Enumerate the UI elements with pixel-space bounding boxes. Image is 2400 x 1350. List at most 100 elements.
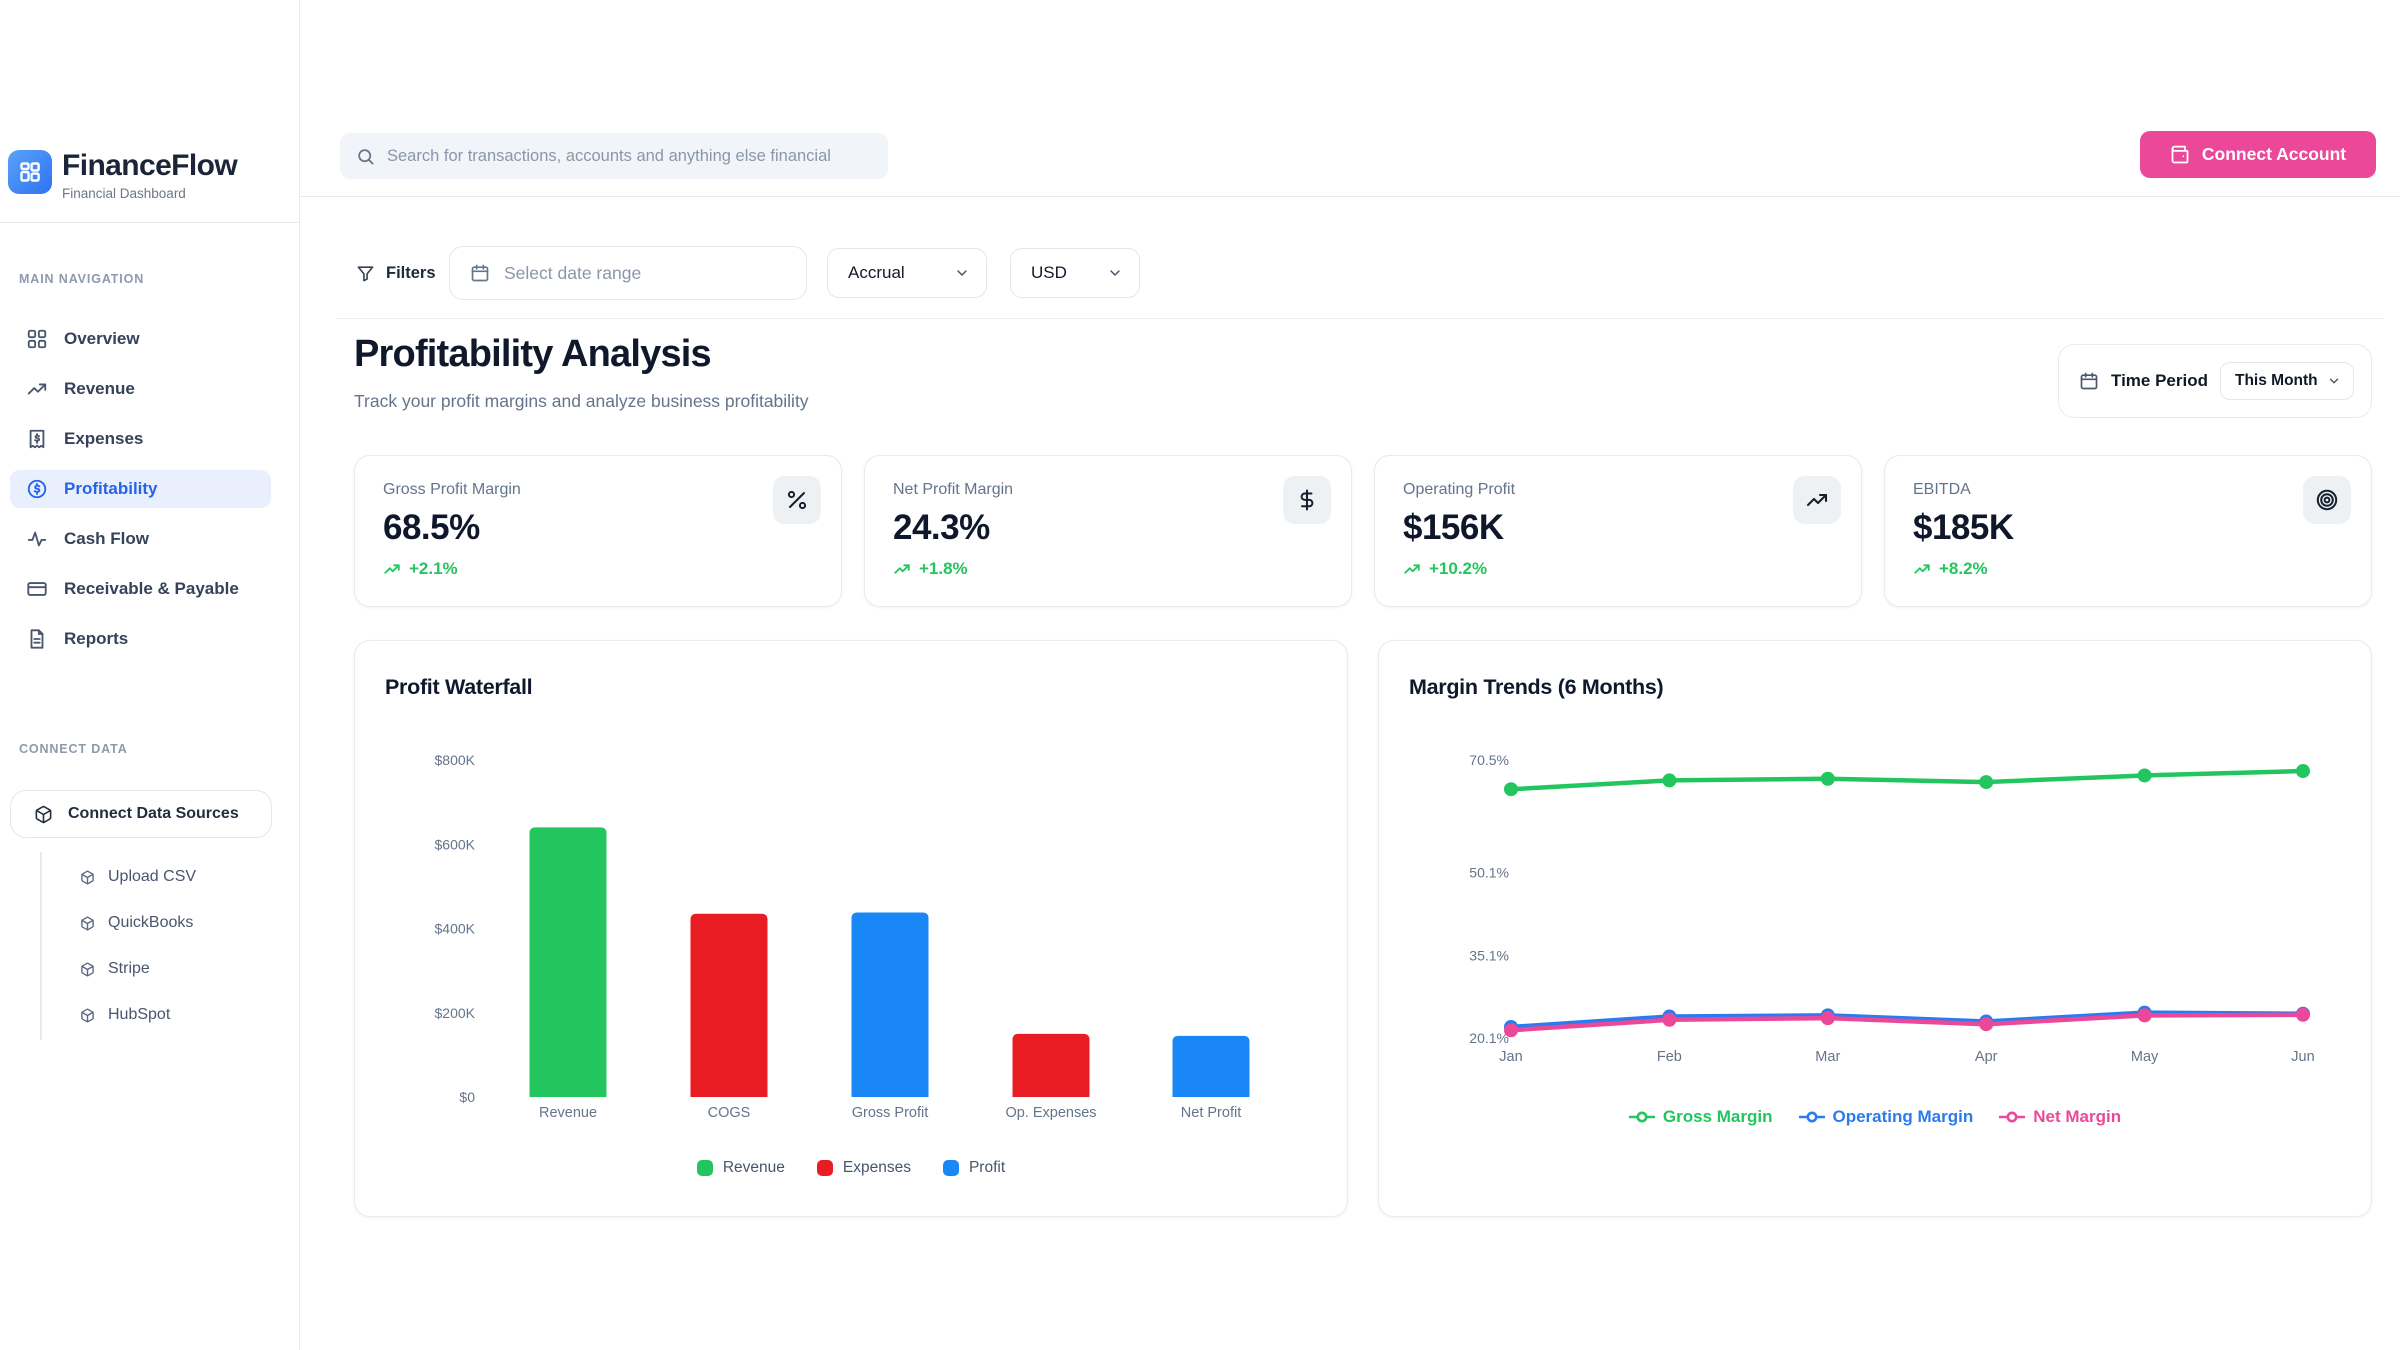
kpi-delta: +1.8% [893, 559, 1323, 579]
percent-icon [773, 476, 821, 524]
line-dot-icon [1798, 1111, 1825, 1123]
legend-item: Operating Margin [1798, 1107, 1974, 1127]
legend-item: Expenses [816, 1159, 911, 1177]
sidebar-item-revenue[interactable]: Revenue [10, 370, 271, 408]
margin-trends-legend: Gross Margin Operating Margin Net Margin [1379, 1107, 2371, 1127]
bar-gross-profit [851, 912, 929, 1097]
time-period-label: Time Period [2111, 371, 2208, 390]
kpi-delta-value: +1.8% [919, 559, 968, 578]
svg-text:$200K: $200K [435, 1005, 476, 1021]
connect-account-button[interactable]: Connect Account [2140, 131, 2376, 178]
cube-icon [80, 870, 95, 885]
svg-text:Apr: Apr [1975, 1049, 1998, 1065]
sidebar-item-label: Revenue [64, 379, 135, 398]
sidebar-item-cash-flow[interactable]: Cash Flow [10, 520, 271, 558]
brand-name: FinanceFlow [62, 149, 238, 182]
header-divider [300, 196, 2400, 197]
brand-text: FinanceFlow Financial Dashboard [62, 149, 238, 201]
sidebar-item-overview[interactable]: Overview [10, 320, 271, 358]
date-range-input[interactable] [504, 262, 786, 284]
sidebar-item-label: Reports [64, 629, 129, 648]
svg-text:50.1%: 50.1% [1469, 865, 1509, 881]
source-item-upload-csv[interactable]: Upload CSV [42, 854, 196, 900]
dollar-circle-icon [26, 478, 48, 500]
line-gross-margin [1508, 768, 2306, 792]
bar-revenue [529, 827, 607, 1097]
wallet-icon [2170, 145, 2190, 165]
svg-text:$400K: $400K [435, 921, 476, 937]
time-period-control: Time Period This Month [2058, 344, 2372, 418]
line-dot-icon [1999, 1111, 2026, 1123]
time-period-value: This Month [2235, 372, 2318, 389]
svg-text:Net Profit: Net Profit [1181, 1105, 1241, 1121]
accounting-method-select[interactable]: Accrual [827, 248, 987, 298]
svg-text:Jun: Jun [2291, 1049, 2314, 1065]
sidebar-item-label: Overview [64, 329, 140, 348]
kpi-delta: +10.2% [1403, 559, 1833, 579]
svg-text:Gross Profit: Gross Profit [852, 1105, 929, 1121]
source-item-label: Stripe [108, 960, 150, 977]
trending-up-icon [893, 560, 911, 578]
sidebar-item-label: Profitability [64, 479, 158, 498]
cube-icon [80, 916, 95, 931]
connect-data-sources-button[interactable]: Connect Data Sources [10, 790, 272, 838]
date-range-picker [449, 246, 807, 300]
legend-item: Revenue [696, 1159, 785, 1177]
sidebar-item-profitability[interactable]: Profitability [10, 470, 271, 508]
time-period-select[interactable]: This Month [2220, 362, 2354, 400]
kpi-delta-value: +2.1% [409, 559, 458, 578]
source-item-quickbooks[interactable]: QuickBooks [42, 900, 196, 946]
legend-item: Net Margin [1999, 1107, 2121, 1127]
target-icon [2303, 476, 2351, 524]
sidebar-item-receivable-payable[interactable]: Receivable & Payable [10, 570, 271, 608]
source-item-label: HubSpot [108, 1006, 171, 1023]
margin-trends-title: Margin Trends (6 Months) [1409, 675, 1664, 699]
source-item-hubspot[interactable]: HubSpot [42, 992, 196, 1038]
kpi-card-operating-profit: Operating Profit $156K +10.2% [1374, 455, 1862, 607]
kpi-label: Gross Profit Margin [383, 481, 521, 498]
svg-text:20.1%: 20.1% [1469, 1030, 1509, 1046]
legend-swatch [696, 1160, 713, 1176]
sidebar-item-expenses[interactable]: Expenses [10, 420, 271, 458]
filters-button[interactable]: Filters [356, 246, 436, 300]
trending-up-icon [1913, 560, 1931, 578]
chevron-down-icon [954, 265, 970, 281]
line-net-margin [1508, 1012, 2306, 1033]
grid-icon [26, 328, 48, 350]
sidebar-item-reports[interactable]: Reports [10, 620, 271, 658]
svg-text:$800K: $800K [435, 752, 476, 768]
profit-waterfall-chart: $800K $600K $400K $200K $0 Revenue COGS Gross P… [435, 752, 1250, 1121]
data-sources-list: Upload CSV QuickBooks Stripe HubSpot [40, 852, 196, 1040]
brand-tagline: Financial Dashboard [62, 185, 186, 201]
search-icon [356, 147, 375, 166]
kpi-card-gross-profit-margin: Gross Profit Margin 68.5% +2.1% [354, 455, 842, 607]
accounting-method-value: Accrual [848, 263, 905, 282]
connect-data-sources-label: Connect Data Sources [68, 805, 239, 822]
svg-text:70.5%: 70.5% [1469, 752, 1509, 768]
trending-up-icon [26, 378, 48, 400]
sidebar-item-label: Expenses [64, 429, 144, 448]
search-input[interactable] [387, 146, 872, 166]
legend-label: Profit [968, 1159, 1006, 1176]
margin-trends-chart: 70.5% 50.1% 35.1% 20.1% Jan Feb Mar Apr May Jun [1469, 752, 2314, 1065]
legend-swatch [942, 1160, 959, 1176]
kpi-value: $185K [1913, 508, 2014, 547]
page-title: Profitability Analysis [354, 333, 712, 375]
source-item-stripe[interactable]: Stripe [42, 946, 196, 992]
svg-text:Op. Expenses: Op. Expenses [1005, 1105, 1096, 1121]
svg-text:35.1%: 35.1% [1469, 947, 1509, 963]
page-subtitle: Track your profit margins and analyze bu… [354, 391, 809, 411]
sidebar-item-label: Receivable & Payable [64, 579, 239, 598]
legend-label: Operating Margin [1832, 1107, 1974, 1126]
sidebar: FinanceFlow Financial Dashboard MAIN NAV… [0, 0, 300, 1350]
legend-label: Gross Margin [1662, 1107, 1773, 1126]
legend-label: Revenue [722, 1159, 785, 1176]
bar-net-profit [1172, 1035, 1250, 1097]
kpi-card-ebitda: EBITDA $185K +8.2% [1884, 455, 2372, 607]
kpi-card-net-profit-margin: Net Profit Margin 24.3% +1.8% [864, 455, 1352, 607]
kpi-delta: +2.1% [383, 559, 813, 579]
currency-select[interactable]: USD [1010, 248, 1140, 298]
currency-value: USD [1031, 263, 1067, 282]
legend-label: Net Margin [2033, 1107, 2122, 1126]
